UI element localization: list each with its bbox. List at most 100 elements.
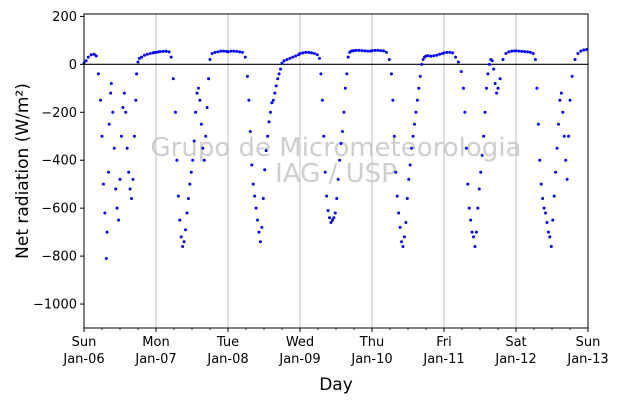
data-point [336,177,340,181]
data-point [107,122,111,126]
data-point [487,62,491,66]
data-point [279,67,283,71]
data-point [274,84,278,88]
data-point [207,77,211,81]
data-point [257,230,261,234]
data-point [280,61,284,65]
data-point [173,110,177,114]
data-point [277,72,281,76]
data-point [104,256,108,260]
data-point [366,49,370,53]
data-point [391,98,395,102]
data-point [119,134,123,138]
data-point [202,158,206,162]
data-point [132,134,136,138]
data-point [86,55,90,59]
data-point [201,146,205,150]
data-point [483,110,487,114]
data-point [198,98,202,102]
data-point [325,194,329,198]
data-point [219,49,223,53]
data-point [298,52,302,56]
data-point [544,211,548,215]
data-point [414,110,418,114]
data-point [319,72,323,76]
data-point [493,82,497,86]
data-point [268,110,272,114]
data-point [554,170,558,174]
data-point [247,98,251,102]
data-point [326,209,330,213]
data-point [100,134,104,138]
data-point [564,158,568,162]
data-point [397,211,401,215]
data-point [379,49,383,53]
data-point [579,49,583,53]
data-point [395,194,399,198]
data-point [185,211,189,215]
data-point [256,218,260,222]
data-point [533,58,537,62]
data-point [520,49,524,53]
data-point [328,216,332,220]
data-point [495,91,499,95]
data-point [258,240,262,244]
data-point [192,139,196,143]
data-point [288,56,292,60]
data-point [438,52,442,56]
data-point [546,230,550,234]
data-point [181,245,185,248]
data-point [92,52,96,56]
data-point [484,86,488,90]
data-point [456,60,460,64]
data-point [109,82,113,86]
data-point [559,91,563,95]
data-point [517,49,521,53]
x-tick-date-3: Jan-09 [278,352,320,367]
data-point [101,182,105,186]
data-point [238,50,242,54]
data-point [229,49,233,53]
data-point [370,49,374,53]
data-point [260,225,264,229]
data-point [561,110,565,114]
data-point [448,50,452,54]
data-point [496,86,500,90]
data-point [254,206,258,210]
data-point [94,54,98,58]
data-point [510,49,514,53]
data-point [538,158,542,162]
data-point [382,49,386,53]
data-point [205,105,209,109]
data-point [548,235,552,239]
data-point [273,91,277,95]
data-point [99,98,103,102]
data-point [565,177,569,181]
data-point [384,50,388,54]
data-point [210,52,214,56]
data-point [343,86,347,90]
data-point [184,228,188,232]
y-tick-label-1: 0 [69,58,77,73]
data-point [551,218,555,222]
data-point [472,235,476,239]
data-point [576,52,580,56]
data-point [175,158,179,162]
data-point [145,52,149,56]
data-point [459,70,463,74]
y-tick-label-3: −400 [41,154,77,169]
data-point [251,182,255,186]
data-point [245,74,249,78]
x-tick-weekday-7: Sun [576,335,601,350]
data-point [426,54,430,58]
data-point [528,50,532,54]
x-tick-weekday-6: Sat [505,335,526,350]
data-point [477,187,481,191]
x-tick-weekday-0: Sun [72,335,97,350]
data-point [549,245,553,248]
data-point [103,211,107,215]
data-point [195,91,199,95]
data-point [570,74,574,78]
data-point [545,221,549,225]
data-point [128,187,132,191]
